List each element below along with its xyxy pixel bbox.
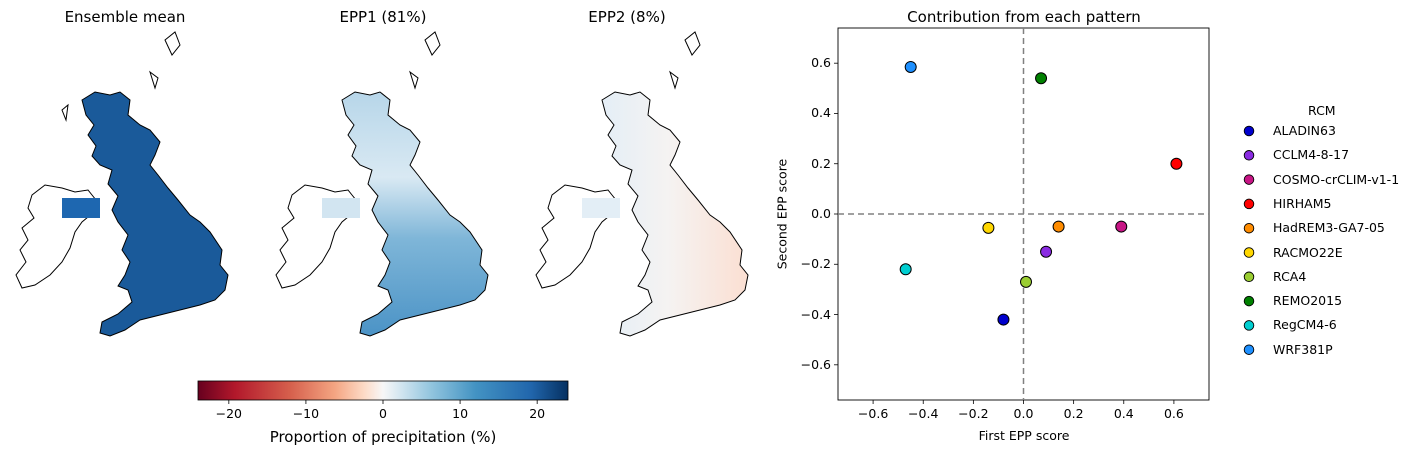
colorbar: [197, 380, 569, 401]
legend-title: RCM: [1308, 103, 1336, 118]
x-tick-label: −0.4: [908, 406, 939, 421]
legend-markers: [1243, 125, 1255, 355]
x-axis-label: First EPP score: [978, 428, 1070, 443]
scatter-point-cosmo-crclim-v1-1: [1115, 220, 1128, 233]
scatter-ticks: [834, 62, 1175, 404]
scatter-points: [899, 60, 1183, 326]
scatter-point-wrf381p: [904, 60, 917, 73]
colorbar-tick-label: −10: [292, 406, 320, 421]
x-tick-label: −0.2: [958, 406, 989, 421]
legend-marker: [1243, 271, 1255, 283]
map-title-epp1: EPP1 (81%): [339, 8, 427, 26]
scatter-point-hadrem3-ga7-05: [1052, 220, 1065, 233]
colorbar-tick-label: 0: [379, 406, 387, 421]
legend-entry-label: WRF381P: [1273, 341, 1333, 357]
x-tick-label: 0.6: [1163, 406, 1184, 421]
scatter-point-remo2015: [1035, 72, 1048, 85]
legend-marker: [1243, 320, 1255, 331]
legend-entry-label: HadREM3-GA7-05: [1273, 220, 1385, 236]
legend-marker: [1243, 344, 1255, 355]
legend-marker: [1243, 222, 1255, 234]
x-tick-label: 0.2: [1063, 406, 1084, 421]
legend-marker: [1243, 247, 1255, 258]
legend-entry-label: RACMO22E: [1273, 244, 1343, 260]
colorbar-tick-label: 20: [529, 406, 546, 421]
y-tick-label: −0.2: [800, 256, 831, 272]
legend-entry-label: RegCM4-6: [1273, 317, 1337, 333]
legend-marker: [1243, 125, 1255, 137]
scatter-point-rca4: [1020, 275, 1033, 288]
reference-lines: [838, 28, 1209, 400]
legend-entry-label: COSMO-crCLIM-v1-1: [1273, 171, 1400, 187]
x-tick-label: 0.4: [1113, 406, 1134, 421]
legend-marker: [1243, 198, 1255, 210]
legend-marker: [1243, 150, 1255, 161]
map-panel-epp1: [275, 31, 489, 337]
colorbar-label: Proportion of precipitation (%): [269, 428, 497, 446]
scatter-point-aladin63: [997, 313, 1010, 326]
legend-marker: [1243, 295, 1255, 307]
legend-entry-label: CCLM4-8-17: [1273, 147, 1350, 163]
y-tick-label: 0.0: [811, 206, 831, 221]
y-tick-label: 0.6: [811, 55, 831, 71]
colorbar-ticks: [228, 400, 538, 404]
y-axis-label: Second EPP score: [774, 158, 790, 270]
scatter-point-cclm4-8-17: [1040, 245, 1053, 258]
y-tick-label: 0.2: [811, 155, 831, 171]
map-title-ensemble-mean: Ensemble mean: [64, 8, 186, 26]
y-tick-label: −0.4: [800, 306, 831, 322]
y-tick-label: 0.4: [811, 105, 831, 121]
x-tick-label: −0.6: [857, 406, 889, 421]
legend-entry-label: RCA4: [1273, 268, 1307, 284]
colorbar-tick-label: 10: [452, 406, 469, 421]
y-tick-label: −0.6: [800, 356, 831, 372]
legend-entry-label: REMO2015: [1273, 293, 1343, 309]
scatter-title: Contribution from each pattern: [907, 8, 1141, 26]
x-tick-label: 0.0: [1013, 406, 1034, 421]
legend-entry-label: HIRHAM5: [1273, 195, 1332, 211]
map-panel-epp2: [535, 31, 749, 337]
map-panel-ensemble-mean: [15, 31, 229, 337]
scatter-point-racmo22e: [982, 221, 995, 234]
colorbar-tick-label: −20: [215, 406, 243, 421]
scatter-point-hirham5: [1170, 157, 1183, 170]
map-title-epp2: EPP2 (8%): [588, 8, 666, 26]
scatter-point-regcm4-6: [899, 263, 912, 276]
legend-marker: [1243, 174, 1255, 185]
legend-entry-label: ALADIN63: [1273, 123, 1336, 138]
